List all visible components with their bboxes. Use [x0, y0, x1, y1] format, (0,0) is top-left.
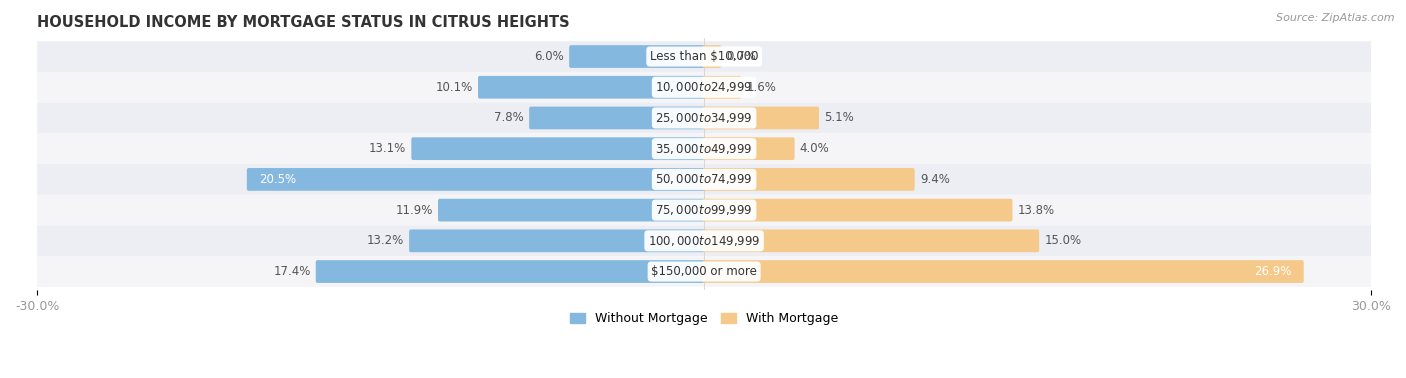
Text: 1.6%: 1.6% [747, 81, 776, 94]
Text: 0.7%: 0.7% [727, 50, 756, 63]
Text: $10,000 to $24,999: $10,000 to $24,999 [655, 80, 752, 94]
FancyBboxPatch shape [703, 229, 1039, 252]
Text: $50,000 to $74,999: $50,000 to $74,999 [655, 172, 752, 186]
Text: 15.0%: 15.0% [1045, 234, 1081, 247]
Text: 6.0%: 6.0% [534, 50, 564, 63]
Text: $100,000 to $149,999: $100,000 to $149,999 [648, 234, 761, 248]
Legend: Without Mortgage, With Mortgage: Without Mortgage, With Mortgage [565, 307, 842, 330]
FancyBboxPatch shape [703, 107, 820, 129]
Text: $25,000 to $34,999: $25,000 to $34,999 [655, 111, 752, 125]
Text: 9.4%: 9.4% [920, 173, 949, 186]
FancyBboxPatch shape [247, 168, 706, 191]
Text: 4.0%: 4.0% [800, 142, 830, 155]
Text: Less than $10,000: Less than $10,000 [650, 50, 758, 63]
Text: $75,000 to $99,999: $75,000 to $99,999 [655, 203, 752, 217]
Text: $150,000 or more: $150,000 or more [651, 265, 756, 278]
FancyBboxPatch shape [703, 45, 721, 68]
FancyBboxPatch shape [478, 76, 706, 99]
Text: 26.9%: 26.9% [1254, 265, 1291, 278]
FancyBboxPatch shape [703, 199, 1012, 222]
Text: Source: ZipAtlas.com: Source: ZipAtlas.com [1277, 13, 1395, 23]
FancyBboxPatch shape [703, 168, 915, 191]
FancyBboxPatch shape [409, 229, 706, 252]
Text: HOUSEHOLD INCOME BY MORTGAGE STATUS IN CITRUS HEIGHTS: HOUSEHOLD INCOME BY MORTGAGE STATUS IN C… [37, 15, 569, 30]
FancyBboxPatch shape [569, 45, 706, 68]
FancyBboxPatch shape [37, 41, 1371, 72]
Text: 10.1%: 10.1% [436, 81, 472, 94]
FancyBboxPatch shape [703, 260, 1303, 283]
Text: 17.4%: 17.4% [273, 265, 311, 278]
Text: 13.8%: 13.8% [1018, 204, 1054, 217]
Text: 13.2%: 13.2% [367, 234, 404, 247]
FancyBboxPatch shape [37, 225, 1371, 256]
FancyBboxPatch shape [703, 76, 741, 99]
Text: $35,000 to $49,999: $35,000 to $49,999 [655, 142, 752, 156]
FancyBboxPatch shape [37, 72, 1371, 102]
Text: 11.9%: 11.9% [395, 204, 433, 217]
FancyBboxPatch shape [412, 137, 706, 160]
FancyBboxPatch shape [529, 107, 706, 129]
FancyBboxPatch shape [703, 137, 794, 160]
FancyBboxPatch shape [37, 102, 1371, 133]
FancyBboxPatch shape [37, 164, 1371, 195]
Text: 13.1%: 13.1% [368, 142, 406, 155]
FancyBboxPatch shape [37, 195, 1371, 225]
FancyBboxPatch shape [439, 199, 706, 222]
Text: 5.1%: 5.1% [824, 112, 853, 124]
Text: 20.5%: 20.5% [260, 173, 297, 186]
FancyBboxPatch shape [37, 256, 1371, 287]
Text: 7.8%: 7.8% [495, 112, 524, 124]
FancyBboxPatch shape [316, 260, 706, 283]
FancyBboxPatch shape [37, 133, 1371, 164]
